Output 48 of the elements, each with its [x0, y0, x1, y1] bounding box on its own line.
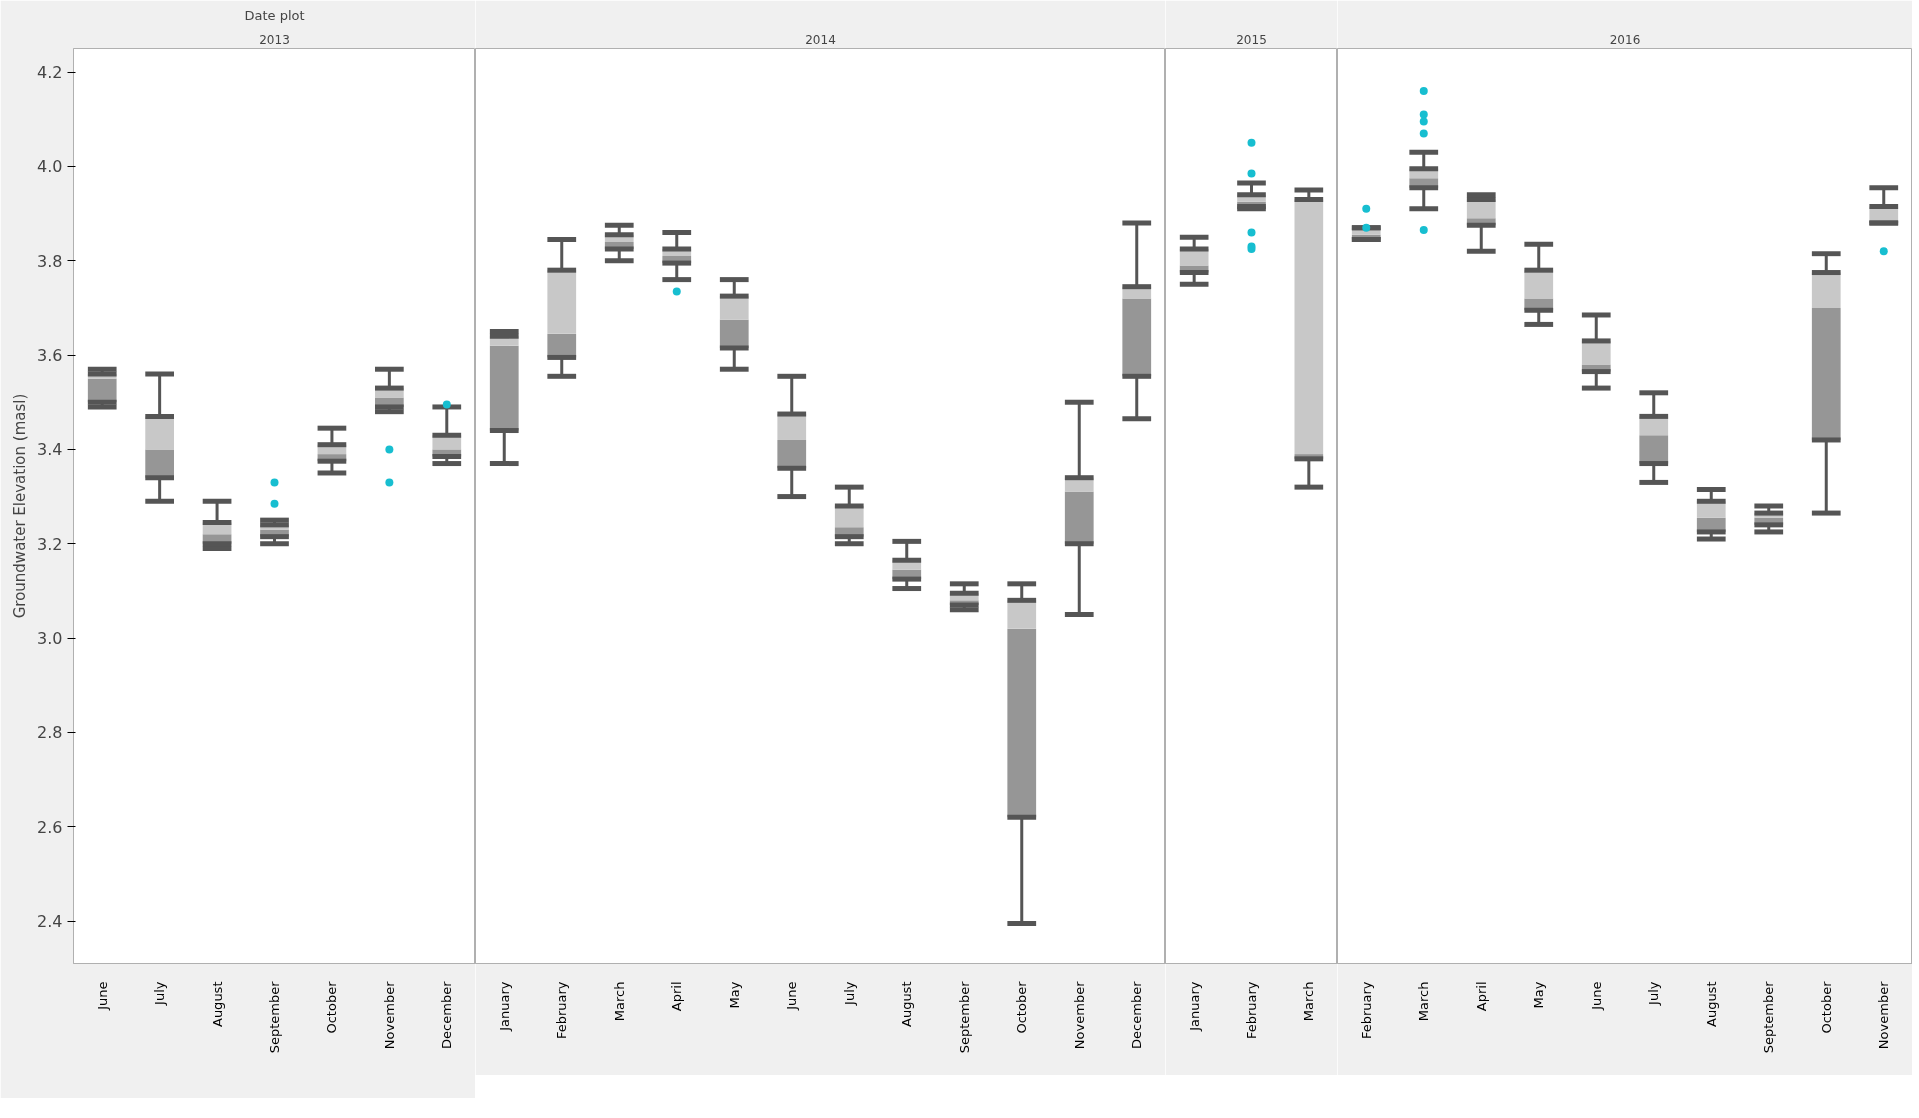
x-tick-label: November: [381, 980, 397, 1050]
x-tick-label: April: [669, 981, 685, 1012]
y-tick-label: 2.8: [37, 723, 63, 743]
y-tick-label: 2.6: [37, 817, 63, 837]
x-tick-label: January: [1186, 981, 1202, 1032]
x-tick-label: February: [554, 981, 570, 1040]
x-tick-label: November: [1876, 980, 1892, 1050]
x-tick-label: May: [1531, 981, 1547, 1009]
y-tick-label: 2.4: [37, 912, 63, 932]
x-tick-label: March: [611, 981, 627, 1022]
y-tick-label: 3.4: [37, 440, 63, 460]
y-tick-label: 4.2: [37, 63, 63, 83]
chart-subtitle: 2015: [1236, 32, 1267, 47]
x-tick-label: January: [496, 981, 512, 1032]
x-tick-label: August: [1703, 981, 1719, 1027]
x-tick-label: February: [1358, 981, 1374, 1040]
y-tick-label: 3.2: [37, 534, 63, 554]
x-tick-label: September: [956, 980, 972, 1054]
y-tick-label: 4.0: [37, 157, 63, 177]
chart-title: Date plot: [244, 7, 305, 23]
x-tick-label: October: [1014, 980, 1030, 1034]
x-tick-label: March: [1416, 981, 1432, 1022]
x-tick-label: July: [1646, 981, 1662, 1006]
chart-subtitle: 2016: [1609, 32, 1641, 47]
x-tick-label: November: [1071, 980, 1087, 1050]
x-tick-label: June: [1588, 981, 1604, 1011]
chart-subtitle: 2013: [259, 32, 290, 47]
y-tick-label: 3.6: [37, 346, 63, 366]
x-tick-label: March: [1301, 981, 1317, 1022]
x-tick-label: July: [152, 981, 168, 1006]
x-tick-label: June: [784, 981, 800, 1011]
x-tick-label: September: [1761, 980, 1777, 1054]
chart-subtitle: 2014: [805, 32, 836, 47]
y-axis-title: Groundwater Elevation (masl): [11, 393, 30, 619]
x-tick-label: October: [324, 980, 340, 1034]
x-tick-label: May: [726, 981, 742, 1009]
x-tick-label: December: [439, 980, 455, 1049]
x-tick-label: July: [841, 981, 857, 1006]
x-tick-label: August: [899, 981, 915, 1027]
x-tick-label: December: [1129, 980, 1145, 1049]
x-tick-label: April: [1473, 981, 1489, 1012]
x-tick-label: June: [94, 981, 110, 1011]
x-tick-label: February: [1244, 981, 1259, 1040]
x-tick-label: October: [1818, 980, 1834, 1034]
x-tick-label: September: [267, 980, 282, 1054]
y-tick-label: 3.8: [37, 251, 63, 271]
x-tick-label: August: [209, 981, 225, 1027]
y-tick-label: 3.0: [37, 629, 63, 649]
